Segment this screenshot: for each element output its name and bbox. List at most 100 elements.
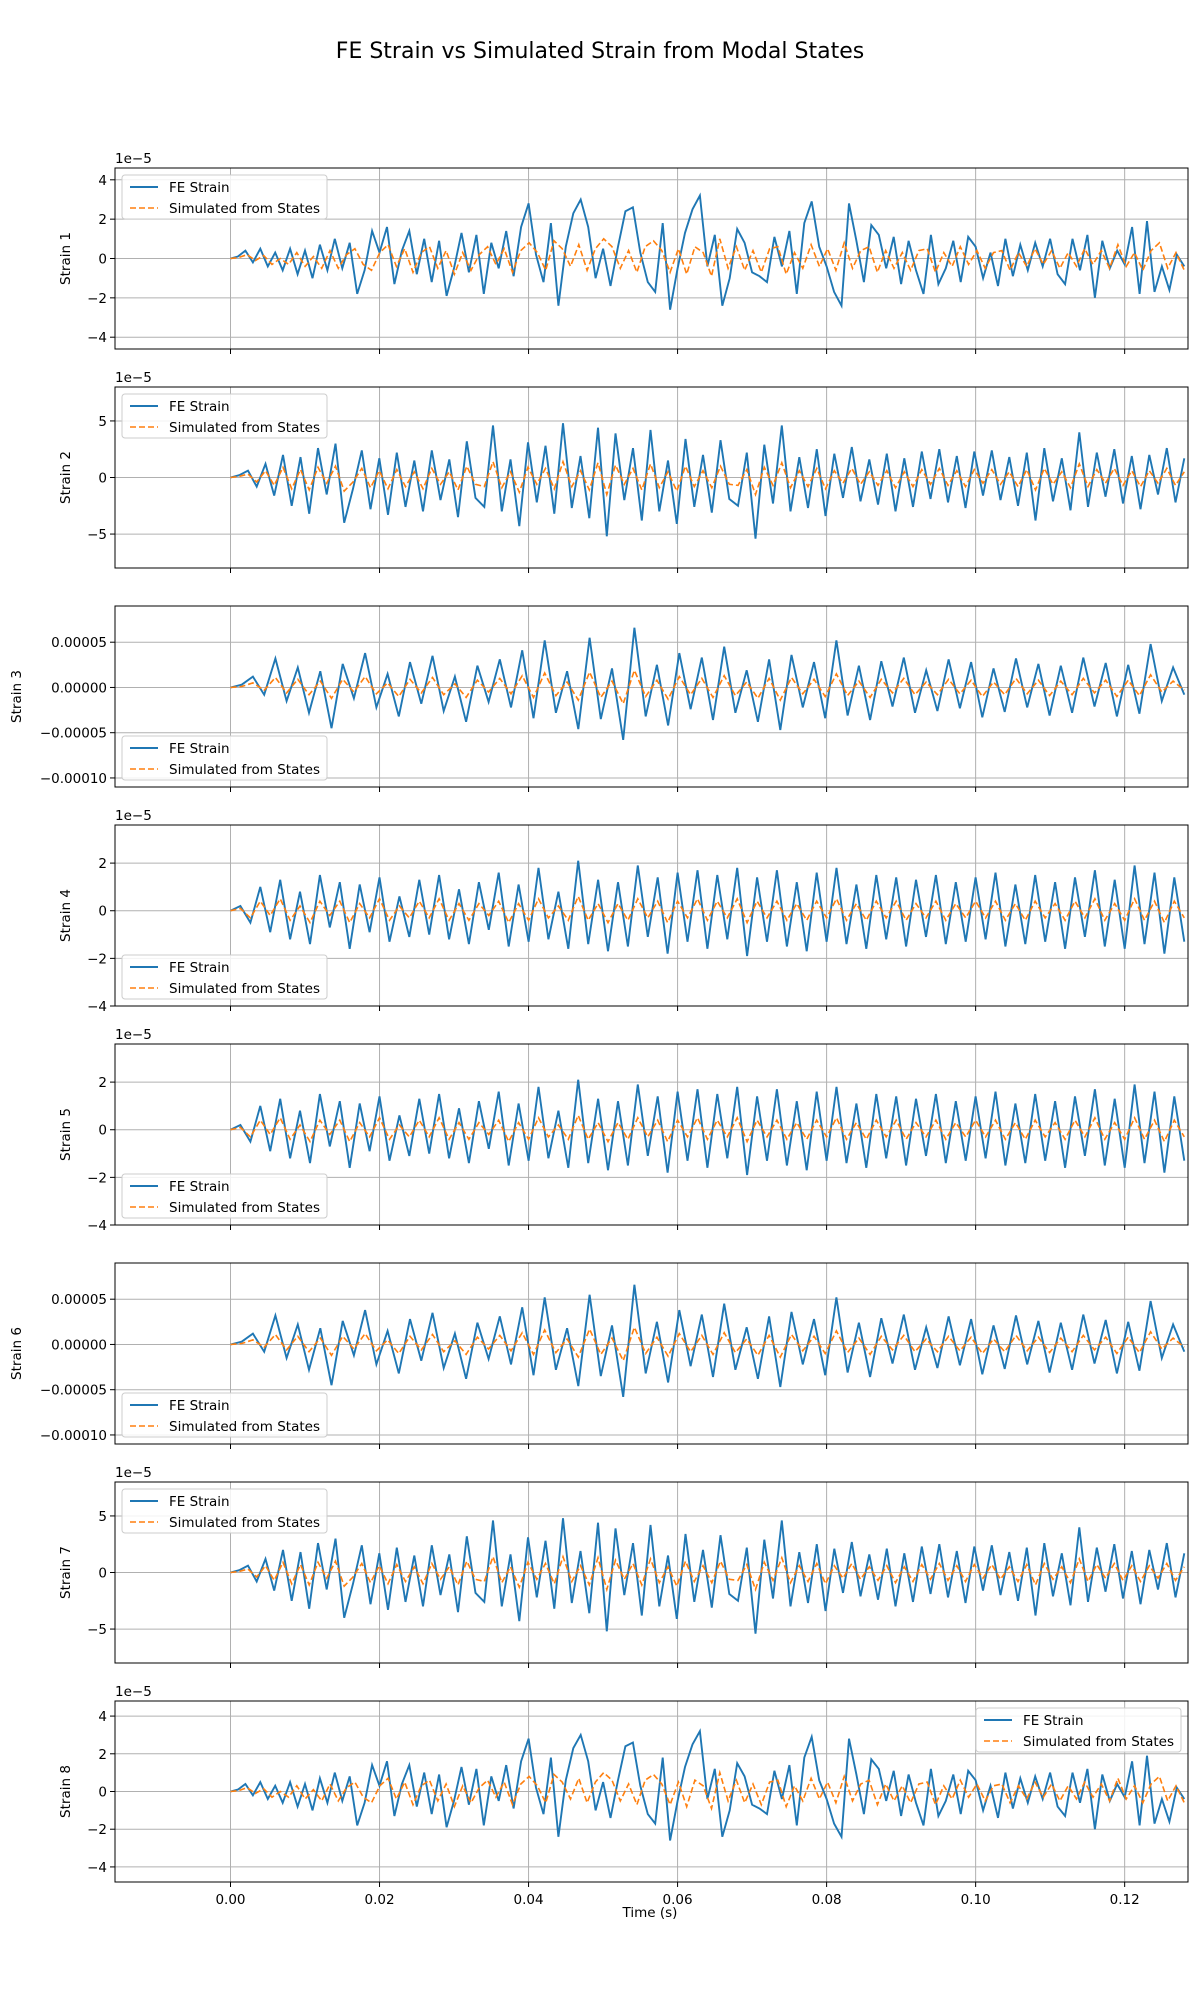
legend-fe-label: FE Strain — [169, 180, 230, 196]
y-tick-label: −2 — [87, 291, 107, 307]
y-tick-label: −4 — [87, 1218, 107, 1234]
axes-frame — [114, 605, 1189, 788]
simulated-strain-line — [230, 237, 1186, 280]
y-tick-label: 5 — [98, 414, 107, 430]
y-tick-label: −0.00005 — [40, 1383, 107, 1399]
legend-box — [121, 174, 328, 220]
legend-box — [121, 1488, 328, 1534]
y-tick-label: 0.00000 — [51, 680, 107, 696]
legend-fe-label: FE Strain — [169, 1179, 230, 1195]
y-axis-label: Strain 6 — [9, 1327, 25, 1380]
x-tick-label: 0.12 — [1110, 1892, 1140, 1908]
simulated-strain-line — [230, 459, 1185, 498]
y-axis-label: Strain 7 — [58, 1546, 74, 1599]
legend: FE Strain Simulated from States — [121, 1392, 328, 1438]
legend-box — [121, 1392, 328, 1438]
y-tick-label: −4 — [87, 999, 107, 1015]
y-axis-label: Strain 8 — [58, 1765, 74, 1818]
y-axis-label: Strain 3 — [9, 670, 25, 723]
y-tick-label: 2 — [98, 856, 107, 872]
y-tick-label: 0 — [98, 1123, 107, 1139]
y-tick-label: 0.00000 — [51, 1337, 107, 1353]
simulated-strain-line — [230, 1554, 1185, 1593]
y-tick-label: −0.00010 — [40, 1428, 107, 1444]
y-tick-label: 0 — [98, 1566, 107, 1582]
y-tick-label: −0.00010 — [40, 771, 107, 787]
y-tick-label: −2 — [87, 951, 107, 967]
y-tick-label: −0.00005 — [40, 726, 107, 742]
x-axis-label: Time (s) — [622, 1905, 678, 1921]
legend: FE Strain Simulated from States — [121, 1488, 328, 1534]
y-axis-label: Strain 4 — [58, 889, 74, 942]
y-tick-label: 2 — [98, 212, 107, 228]
y-tick-label: 0 — [98, 1785, 107, 1801]
axes-frame — [114, 1043, 1189, 1226]
x-tick-label: 0.08 — [812, 1892, 842, 1908]
subplot-4: 2 0 −2 −4 1e−5 Strain 4 FE Strain Simulated fro… — [58, 808, 1189, 1015]
y-tick-label: −4 — [87, 330, 107, 346]
simulated-strain-line — [230, 1325, 1185, 1363]
subplot-3: 0.00005 0.00000 −0.00005 −0.00010 Strain 3 FE… — [9, 605, 1189, 792]
legend: FE Strain Simulated from States — [121, 954, 328, 1000]
y-tick-label: 2 — [98, 1747, 107, 1763]
y-tick-label: 4 — [98, 173, 107, 189]
subplot-7: 5 0 −5 1e−5 Strain 7 FE Strain Simulated from … — [58, 1465, 1189, 1668]
fe-strain-line — [230, 192, 1186, 310]
simulated-strain-line — [230, 668, 1185, 706]
axis-offset-text: 1e−5 — [115, 1027, 152, 1043]
axis-offset-text: 1e−5 — [115, 1465, 152, 1481]
legend-fe-label: FE Strain — [1023, 1713, 1084, 1729]
figure-title: FE Strain vs Simulated Strain from Modal… — [336, 39, 864, 64]
simulated-strain-line — [230, 1113, 1185, 1144]
subplot-6: 0.00005 0.00000 −0.00005 −0.00010 Strain 6 FE… — [9, 1262, 1189, 1449]
axes-frame — [114, 1262, 1189, 1445]
x-tick-label: 0.06 — [663, 1892, 693, 1908]
legend-box — [121, 735, 328, 781]
x-tick-label: 0.00 — [215, 1892, 245, 1908]
legend-simulated-label: Simulated from States — [169, 1200, 320, 1216]
y-tick-label: −5 — [87, 1622, 107, 1638]
axis-offset-text: 1e−5 — [115, 151, 152, 167]
legend-simulated-label: Simulated from States — [169, 201, 320, 217]
legend: FE Strain Simulated from States — [121, 174, 328, 220]
legend: FE Strain Simulated from States — [121, 393, 328, 439]
y-tick-label: 0 — [98, 904, 107, 920]
axis-offset-text: 1e−5 — [115, 370, 152, 386]
legend-fe-label: FE Strain — [169, 960, 230, 976]
fe-strain-line — [230, 1518, 1186, 1634]
y-tick-label: 4 — [98, 1709, 107, 1725]
x-tick-label: 0.10 — [961, 1892, 991, 1908]
legend-fe-label: FE Strain — [169, 741, 230, 757]
y-tick-label: 0.00005 — [51, 635, 107, 651]
y-tick-label: 5 — [98, 1509, 107, 1525]
legend-fe-label: FE Strain — [169, 399, 230, 415]
y-tick-label: −5 — [87, 527, 107, 543]
legend-box — [121, 954, 328, 1000]
legend-simulated-label: Simulated from States — [169, 762, 320, 778]
y-tick-label: −2 — [87, 1170, 107, 1186]
x-tick-label: 0.02 — [364, 1892, 394, 1908]
legend-box — [975, 1707, 1182, 1753]
y-axis-label: Strain 5 — [58, 1108, 74, 1161]
y-tick-label: 0 — [98, 471, 107, 487]
y-tick-label: −4 — [87, 1860, 107, 1876]
y-tick-label: 0.00005 — [51, 1292, 107, 1308]
subplots-container: 4 2 0 −2 −4 1e−5 Strain 1 FE Strain Simulated fr… — [9, 151, 1189, 1908]
fe-strain-line — [230, 860, 1186, 957]
axis-offset-text: 1e−5 — [115, 808, 152, 824]
fe-strain-line — [230, 1079, 1186, 1176]
y-axis-label: Strain 2 — [58, 451, 74, 504]
simulated-strain-line — [230, 894, 1185, 925]
legend-simulated-label: Simulated from States — [1023, 1734, 1174, 1750]
axis-offset-text: 1e−5 — [115, 1684, 152, 1700]
y-tick-label: −2 — [87, 1822, 107, 1838]
legend-box — [121, 1173, 328, 1219]
subplot-8: 0.00 0.02 0.04 0.06 0.08 0.10 0.12 4 2 0 −2 −4 1e−5 S… — [58, 1684, 1189, 1908]
legend-simulated-label: Simulated from States — [169, 1515, 320, 1531]
legend-simulated-label: Simulated from States — [169, 1419, 320, 1435]
fe-strain-line — [230, 423, 1186, 539]
legend-simulated-label: Simulated from States — [169, 420, 320, 436]
y-tick-label: 2 — [98, 1075, 107, 1091]
